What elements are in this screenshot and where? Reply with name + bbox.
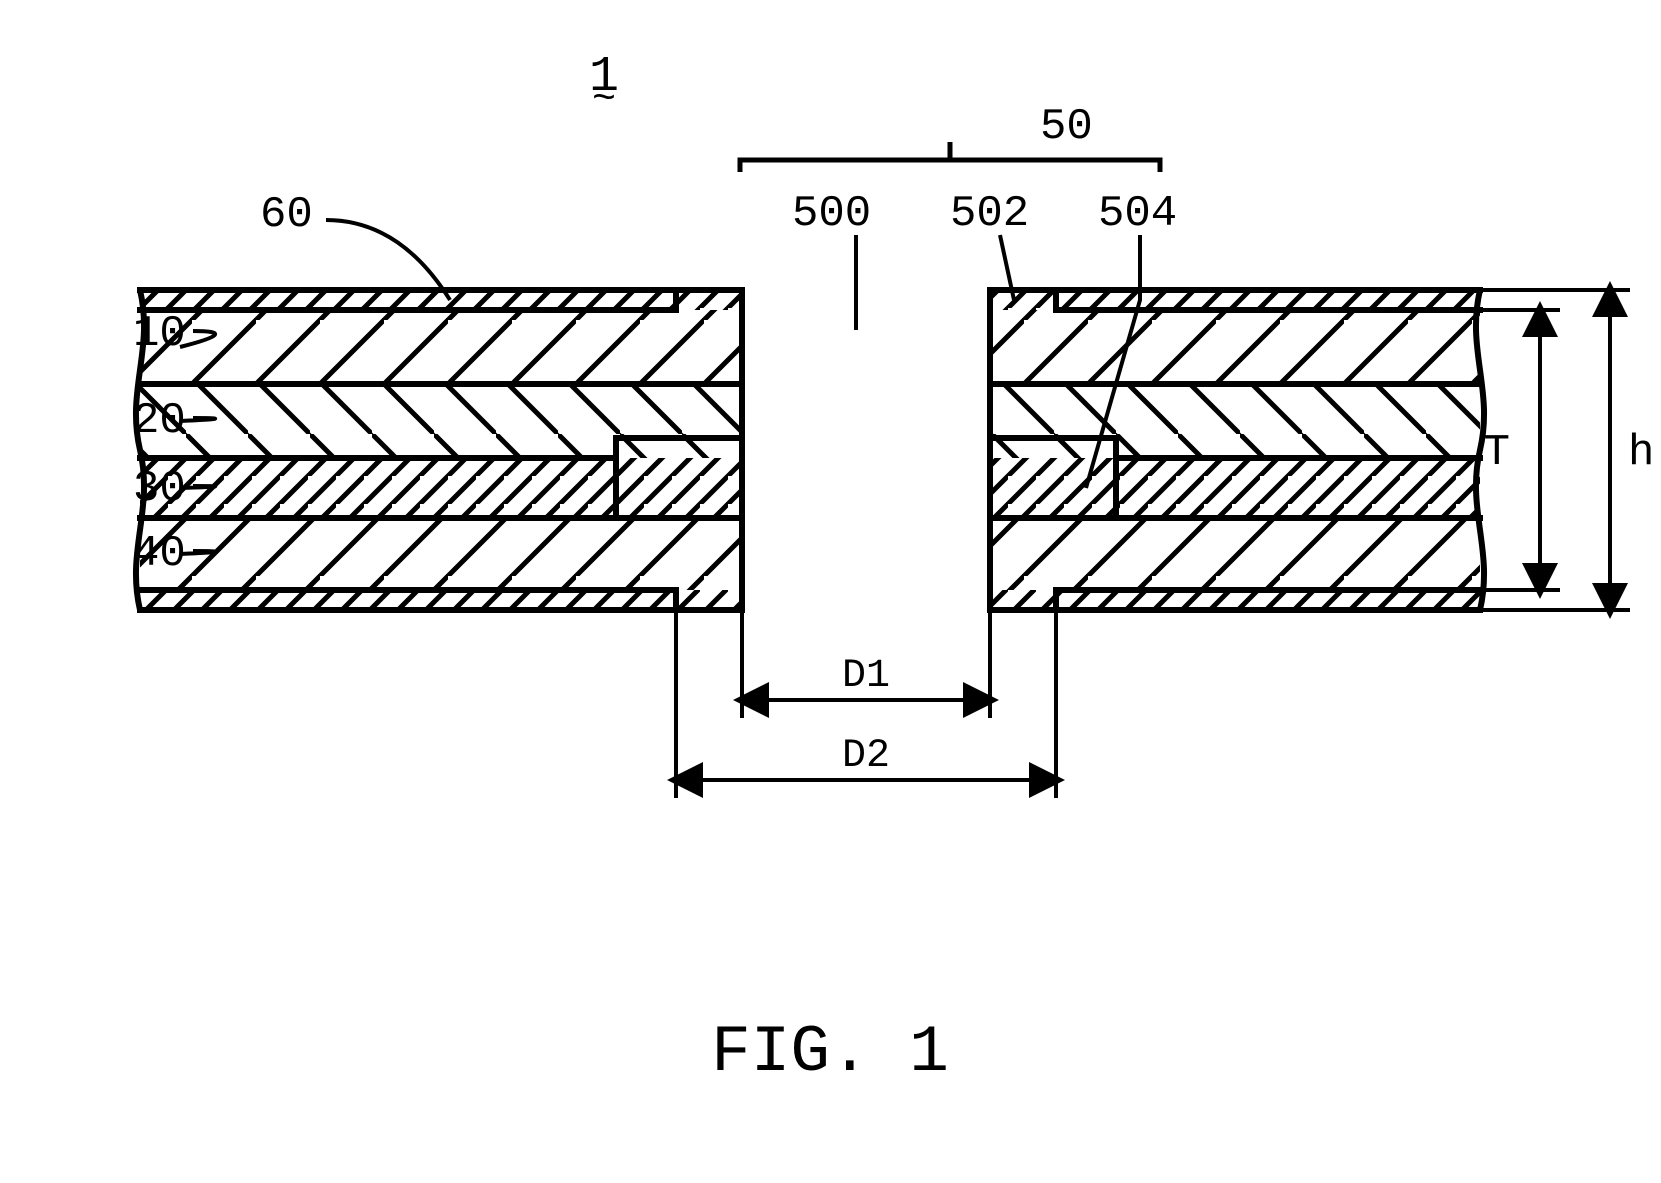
label-50: 50	[1040, 102, 1093, 152]
figure-caption: FIG. 1	[711, 1015, 949, 1090]
dim-D1-label: D1	[842, 654, 890, 699]
figure-number-tilde: ~	[592, 78, 616, 123]
label-20: 20	[133, 396, 186, 446]
label-40: 40	[133, 529, 186, 579]
dim-h-label: h	[1628, 428, 1654, 478]
leader-30	[180, 486, 215, 488]
layer-40-left	[140, 518, 742, 590]
clearance-fill-left	[616, 458, 742, 518]
label-10: 10	[133, 309, 186, 359]
layer-40-right	[990, 518, 1480, 590]
label-500: 500	[792, 189, 871, 239]
label-502: 502	[950, 189, 1029, 239]
layer-10-left	[140, 310, 742, 384]
dim-D2-label: D2	[842, 734, 890, 779]
via-hole	[742, 290, 990, 610]
brace-50	[740, 160, 1160, 172]
clearance-fill-right	[990, 458, 1116, 518]
layer-20-right	[990, 384, 1480, 458]
label-60: 60	[260, 190, 313, 240]
dim-T-label: T	[1484, 428, 1510, 478]
label-504: 504	[1098, 189, 1177, 239]
label-30: 30	[133, 464, 186, 514]
layer-20-left	[140, 384, 742, 458]
layer-30-right	[1116, 458, 1480, 518]
figure-svg: 1~505005025046010203040ThD1D2FIG. 1	[0, 0, 1661, 1183]
layer-10-right	[990, 310, 1480, 384]
